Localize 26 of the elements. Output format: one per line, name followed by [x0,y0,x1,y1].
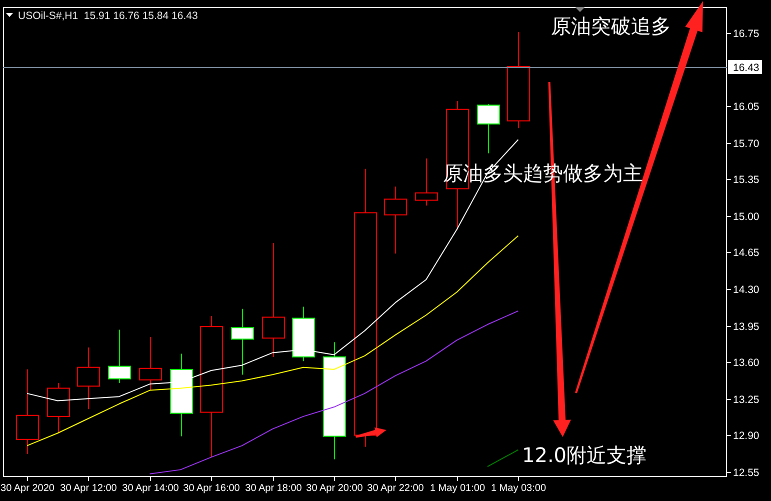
y-tick-label: 12.55 [733,467,760,479]
y-tick-label: 13.25 [733,394,760,406]
y-tick-label: 15.70 [733,138,760,150]
annotation: 原油突破追多 [551,14,671,38]
x-tick-label: 1 May 03:00 [490,483,546,494]
y-tick-label: 15.00 [733,211,760,223]
y-tick-label: 16.75 [733,28,760,40]
y-tick-label: 12.90 [733,430,760,442]
x-tick-label: 30 Apr 20:00 [306,483,363,494]
y-tick-label: 14.65 [733,247,760,259]
ref-line-label: 16.43 [728,60,762,74]
x-tick-label: 30 Apr 14:00 [122,483,179,494]
x-tick-label: 30 Apr 22:00 [367,483,424,494]
y-tick-label: 15.35 [733,174,760,186]
y-tick-label: 14.30 [733,284,760,296]
y-tick-label: 13.60 [733,357,760,369]
x-tick-label: 30 Apr 18:00 [245,483,302,494]
x-tick-label: 30 Apr 12:00 [60,483,117,494]
y-tick-label: 16.05 [733,101,760,113]
x-tick-label: 30 Apr 2020 [0,483,54,494]
title: USOil-S#,H1 15.91 16.76 15.84 16.43 [18,10,198,22]
annotation: 12.0附近支撑 [522,443,647,467]
x-tick-label: 1 May 01:00 [430,483,486,494]
x-tick-label: 30 Apr 16:00 [183,483,240,494]
ref-line-label: 16.43 [733,62,760,74]
y-tick-label: 13.95 [733,321,760,333]
